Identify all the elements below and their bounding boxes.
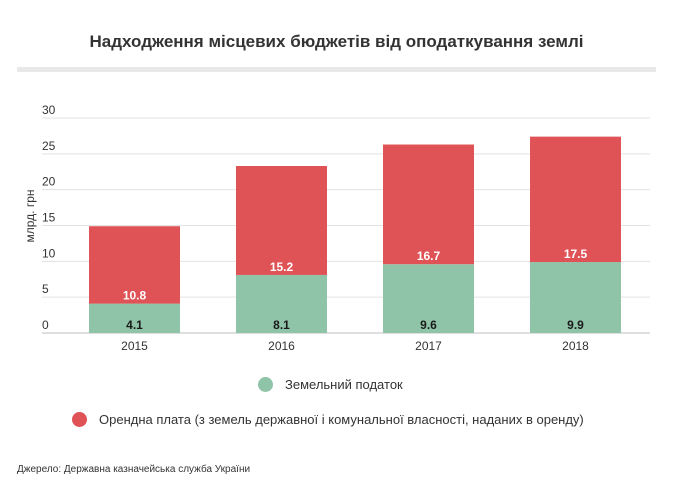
bar-land-tax[interactable]	[530, 262, 621, 333]
legend-item-land-tax[interactable]: Земельний податок	[258, 377, 403, 392]
y-tick-label: 30	[42, 103, 56, 117]
legend-label-land-tax: Земельний податок	[285, 377, 403, 392]
data-label: 9.9	[567, 318, 584, 332]
data-label: 4.1	[126, 318, 143, 332]
x-tick-label: 2015	[121, 339, 148, 353]
data-labels: 4.1 10.8 8.1 15.2 9.6 16.7 9.9 17.5	[123, 247, 588, 332]
y-tick-labels: 0 5 10 15 20 25 30	[42, 103, 56, 332]
x-tick-labels: 2015 2016 2017 2018	[121, 339, 589, 353]
x-tick-label: 2016	[268, 339, 295, 353]
data-label: 8.1	[273, 318, 290, 332]
bar-land-tax[interactable]	[89, 303, 180, 333]
bar-land-tax[interactable]	[236, 274, 327, 333]
bar-rent[interactable]	[530, 136, 621, 263]
chart-title: Надходження місцевих бюджетів від оподат…	[89, 32, 584, 51]
x-tick-label: 2017	[415, 339, 442, 353]
data-label: 15.2	[270, 260, 294, 274]
y-axis-label: млрд. грн	[23, 190, 37, 243]
stacked-bar-chart: 0 5 10 15 20 25 30 млрд. грн 4.1 10.8 8.1 15.2 9.6…	[23, 103, 650, 353]
y-tick-label: 20	[42, 175, 56, 189]
bar-rent[interactable]	[236, 166, 327, 275]
y-tick-label: 0	[42, 318, 49, 332]
legend-swatch-land-tax	[258, 377, 273, 392]
y-tick-label: 10	[42, 246, 56, 260]
data-label: 16.7	[417, 249, 441, 263]
legend-label-rent: Орендна плата (з земель державної і кому…	[99, 412, 584, 427]
bar-rent[interactable]	[89, 226, 180, 304]
data-label: 9.6	[420, 318, 437, 332]
data-label: 17.5	[564, 247, 588, 261]
data-label: 10.8	[123, 289, 147, 303]
legend-swatch-rent	[72, 412, 87, 427]
bars	[89, 136, 621, 333]
title-divider	[17, 67, 656, 72]
source-note: Джерело: Державна казначейська служба Ук…	[17, 464, 251, 475]
y-tick-label: 15	[42, 211, 56, 225]
bar-rent[interactable]	[383, 144, 474, 265]
bar-land-tax[interactable]	[383, 264, 474, 333]
x-tick-label: 2018	[562, 339, 589, 353]
y-tick-label: 25	[42, 139, 56, 153]
y-tick-label: 5	[42, 282, 49, 296]
legend-item-rent[interactable]: Орендна плата (з земель державної і кому…	[72, 412, 584, 427]
